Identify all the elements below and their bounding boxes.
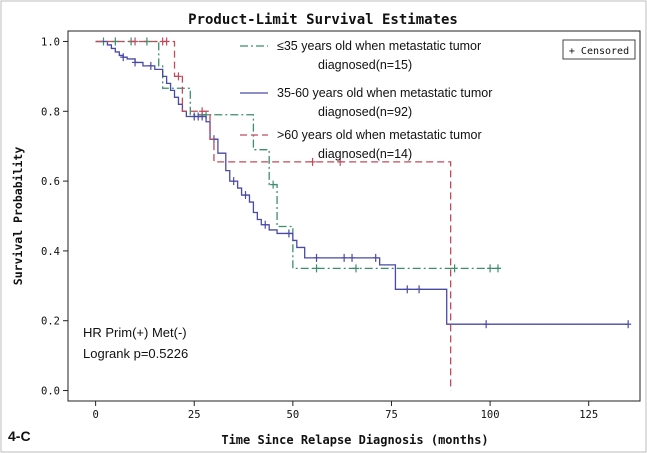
y-tick-label: 0.6 (41, 176, 60, 188)
legend-label-gt60-line2: diagnosed(n=14) (318, 147, 412, 161)
x-tick-label: 125 (579, 409, 598, 421)
censor-mark-le35 (352, 264, 359, 273)
censor-mark-gt60 (337, 157, 344, 166)
x-tick-label: 75 (385, 409, 398, 421)
y-tick-label: 0.2 (41, 316, 60, 328)
censor-mark-35-60 (313, 253, 320, 262)
censor-mark-35-60 (625, 320, 632, 329)
censor-mark-35-60 (230, 177, 237, 186)
survival-curve-le35 (95, 40, 502, 270)
censor-mark-gt60 (199, 107, 206, 116)
legend-label-35-60-line2: diagnosed(n=92) (318, 105, 412, 119)
censor-mark-35-60 (120, 53, 127, 62)
censor-mark-35-60 (416, 285, 423, 294)
censor-mark-35-60 (262, 220, 269, 229)
censor-mark-le35 (451, 264, 458, 273)
legend-entry-35-60: 35-60 years old when metastatic tumor di… (240, 86, 492, 119)
y-tick-label: 1.0 (41, 36, 60, 48)
x-tick-label: 50 (287, 409, 300, 421)
y-tick-label: 0.8 (41, 106, 60, 118)
legend: ≤35 years old when metastatic tumor diag… (240, 39, 492, 161)
y-tick-label: 0.0 (41, 386, 60, 398)
legend-label-35-60-line1: 35-60 years old when metastatic tumor (277, 86, 492, 100)
axes: 0 25 50 75 100 125 0.0 0.2 0.4 0.6 0.8 1.0 (41, 36, 598, 421)
plot-border (67, 30, 641, 402)
censor-mark-35-60 (372, 253, 379, 262)
survival-curve-gt60 (95, 40, 452, 391)
censor-mark-35-60 (483, 320, 490, 329)
censor-mark-le35 (487, 264, 494, 273)
censor-mark-gt60 (132, 37, 139, 46)
legend-entry-gt60: >60 years old when metastatic tumor diag… (240, 128, 482, 161)
legend-label-gt60-line1: >60 years old when metastatic tumor (277, 128, 482, 142)
censor-mark-gt60 (309, 157, 316, 166)
hr-annotation: HR Prim(+) Met(-) (83, 325, 187, 340)
censor-mark-le35 (313, 264, 320, 273)
panel-label: 4-C (8, 428, 31, 444)
censor-mark-35-60 (147, 61, 154, 70)
legend-entry-le35: ≤35 years old when metastatic tumor diag… (240, 39, 481, 72)
chart-title: Product-Limit Survival Estimates (188, 12, 458, 28)
censor-mark-le35 (494, 264, 501, 273)
plot-area (67, 30, 641, 402)
censor-mark-35-60 (285, 229, 292, 238)
censor-mark-35-60 (242, 191, 249, 200)
censor-mark-35-60 (349, 253, 356, 262)
series-layer (95, 37, 632, 391)
censor-mark-gt60 (175, 72, 182, 81)
y-tick-label: 0.4 (41, 246, 60, 258)
censored-legend-label: + Censored (569, 46, 629, 57)
x-tick-label: 100 (481, 409, 500, 421)
legend-label-le35-line2: diagnosed(n=15) (318, 58, 412, 72)
censor-mark-gt60 (163, 37, 170, 46)
x-tick-label: 0 (92, 409, 98, 421)
censor-mark-35-60 (132, 58, 139, 67)
censor-mark-35-60 (341, 253, 348, 262)
x-axis-label: Time Since Relapse Diagnosis (months) (221, 433, 488, 447)
censor-mark-35-60 (404, 285, 411, 294)
x-tick-label: 25 (188, 409, 201, 421)
y-axis-label: Survival Probability (11, 147, 25, 286)
censor-mark-le35 (270, 180, 277, 189)
logrank-annotation: Logrank p=0.5226 (83, 346, 188, 361)
censored-legend: + Censored (562, 39, 636, 60)
censored-legend-box (562, 39, 636, 60)
legend-label-le35-line1: ≤35 years old when metastatic tumor (277, 39, 481, 53)
